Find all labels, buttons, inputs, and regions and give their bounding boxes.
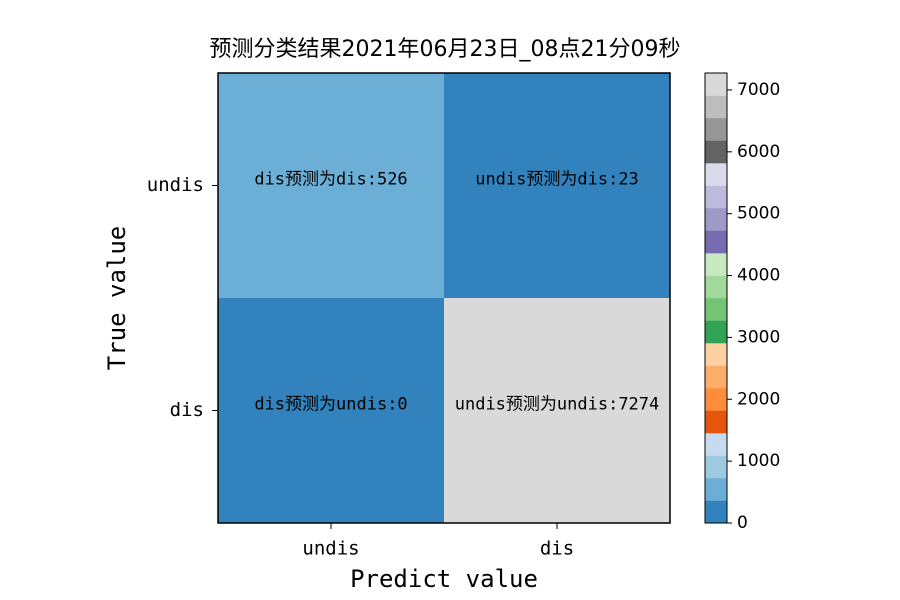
y-tick-label: dis bbox=[170, 399, 204, 421]
colorbar-segment bbox=[705, 140, 727, 164]
colorbar-segment bbox=[705, 208, 727, 231]
colorbar-segment bbox=[705, 230, 727, 254]
heatmap-cell bbox=[218, 73, 444, 298]
cell-label: undis预测为dis:23 bbox=[475, 170, 639, 190]
colorbar-segment bbox=[705, 275, 727, 299]
y-tick-label: undis bbox=[147, 174, 204, 196]
colorbar-segment bbox=[705, 298, 727, 321]
heatmap-cell bbox=[444, 73, 670, 298]
colorbar-segment bbox=[705, 118, 727, 141]
colorbar-segment bbox=[705, 455, 727, 479]
colorbar-frame bbox=[704, 72, 728, 524]
cell-label: undis预测为undis:7274 bbox=[455, 395, 660, 415]
colorbar-tick-label: 3000 bbox=[737, 327, 780, 347]
colorbar-segment bbox=[705, 73, 727, 96]
colorbar-segment bbox=[705, 320, 727, 344]
colorbar-segment bbox=[705, 163, 727, 186]
x-tick-label: dis bbox=[540, 538, 574, 560]
colorbar-tick-label: 5000 bbox=[737, 204, 780, 224]
colorbar-segment bbox=[705, 343, 727, 366]
heatmap-cell bbox=[444, 298, 670, 523]
colorbar-tick-label: 1000 bbox=[737, 451, 780, 471]
x-tick-label: undis bbox=[302, 538, 359, 560]
colorbar-segment bbox=[705, 388, 727, 411]
colorbar-segment bbox=[705, 95, 727, 119]
cell-label: dis预测为undis:0 bbox=[254, 395, 407, 415]
colorbar-segment bbox=[705, 433, 727, 456]
chart-title: 预测分类结果2021年06月23日_08点21分09秒 bbox=[210, 37, 681, 62]
colorbar-segment bbox=[705, 253, 727, 276]
colorbar-tick-label: 6000 bbox=[737, 142, 780, 162]
y-axis-label: True value bbox=[103, 226, 131, 371]
cell-label: dis预测为dis:526 bbox=[254, 170, 407, 190]
heatmap-cell bbox=[218, 298, 444, 523]
colorbar-segment bbox=[705, 410, 727, 434]
colorbar-segment bbox=[705, 500, 727, 524]
colorbar-tick-label: 0 bbox=[737, 513, 748, 533]
x-axis-label: Predict value bbox=[350, 565, 538, 593]
plot-frame bbox=[217, 72, 671, 524]
colorbar-segment bbox=[705, 478, 727, 501]
colorbar-segment bbox=[705, 185, 727, 209]
colorbar-tick-label: 4000 bbox=[737, 266, 780, 286]
colorbar-tick-label: 2000 bbox=[737, 389, 780, 409]
colorbar-tick-label: 7000 bbox=[737, 80, 780, 100]
colorbar-segment bbox=[705, 365, 727, 389]
